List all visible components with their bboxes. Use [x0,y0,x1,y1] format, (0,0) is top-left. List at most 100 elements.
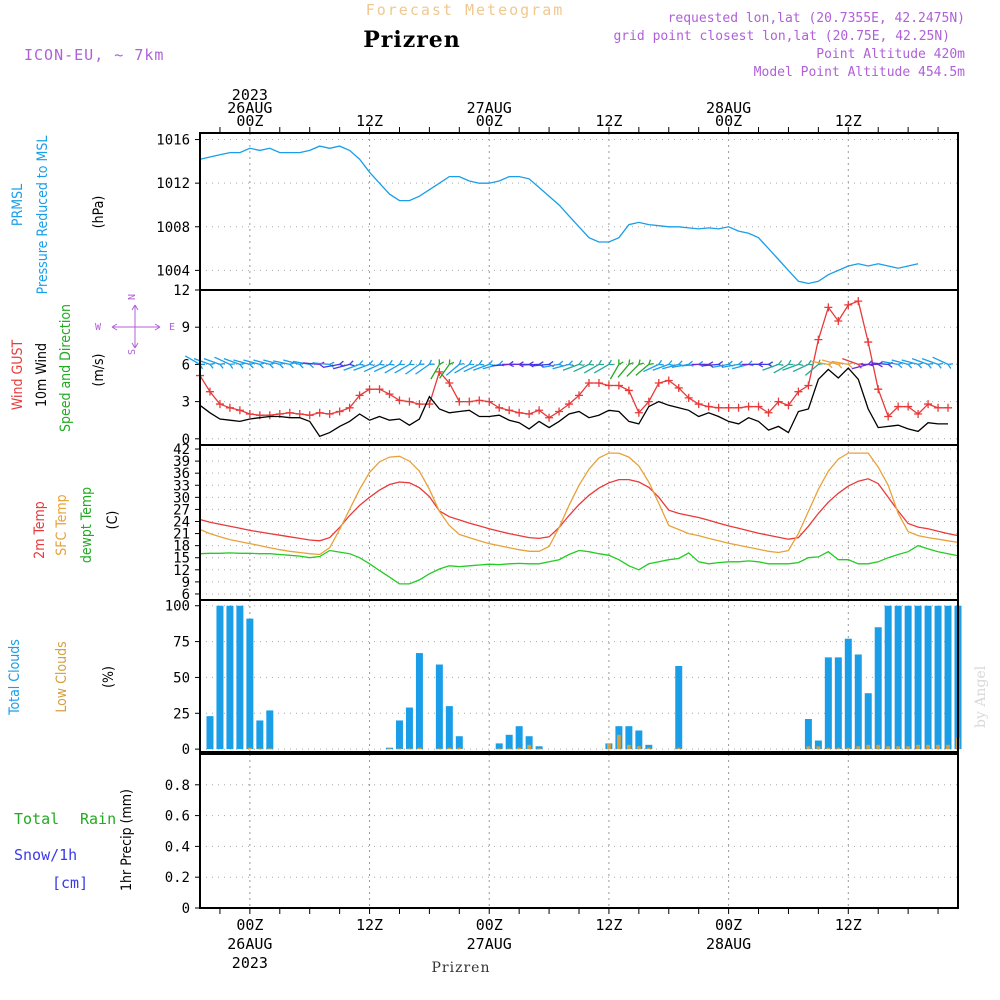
wind-arrow-head [369,360,375,366]
bar [525,736,533,750]
wind-arrow-shaft [881,360,899,366]
wind-arrow [762,360,784,371]
wind-arrow-shaft [223,357,241,366]
time-label-bottom: 12Z [356,916,383,934]
bar [856,746,861,750]
wind-arrow-shaft [662,363,679,370]
wind-arrow-head [777,360,784,366]
bar [616,734,621,750]
wind-arrow [773,359,794,374]
wind-arrow-shaft [415,363,430,375]
wind-arrow-head [648,359,654,366]
label-cm: [cm] [52,874,88,892]
bar [445,706,453,750]
bar [405,707,413,750]
time-label-top: 00Z [476,112,503,130]
time-label-bottom: 00Z [476,916,503,934]
bar [884,605,892,750]
gust-point [285,408,294,417]
wind-arrow [792,359,814,373]
wind-arrow [593,359,614,374]
gust-point [644,397,653,406]
gust-point [485,397,494,406]
gust-point [904,402,913,411]
gust-point [944,403,953,412]
wind-arrow-head [219,362,225,369]
gust-point [664,376,673,385]
gust-point [375,385,384,394]
wind-arrow-head [229,363,235,369]
gust-point [604,381,613,390]
wind-arrow-shaft [522,363,540,366]
bar [676,747,681,750]
wind-arrow [214,356,235,369]
gust-point [515,408,524,417]
wind-arrow-head [937,362,944,369]
gust-point [535,406,544,415]
wind-arrow-head [638,359,644,366]
requested-coords: requested lon,lat (20.7355E, 42.2475N) [668,11,965,26]
wind-arrow [430,359,445,380]
series-line [199,478,959,542]
wind-arrow-shaft [473,363,490,371]
gust-point [764,408,773,417]
wind-arrow-shaft [542,363,560,368]
y-tick-label: 1016 [156,133,190,149]
bar [457,747,462,750]
label-speed-direction: Speed and Direction [58,304,74,432]
label-pressure-msl: Pressure Reduced to MSL [35,136,51,295]
bar [527,744,532,750]
wind-arrow [583,359,604,374]
wind-arrow [373,359,395,373]
gust-point [575,391,583,400]
gust-point [754,402,763,411]
bar [646,747,651,750]
wind-arrow [626,359,644,377]
y-tick-label: 24 [173,514,190,530]
wind-arrow-head [787,359,794,366]
gust-point [714,403,723,412]
label-10m-wind: 10m Wind [34,343,50,407]
wind-arrow-shaft [203,357,221,366]
wind-arrow [901,359,924,369]
time-label-top: 12Z [356,112,383,130]
wind-arrow-head [947,363,954,369]
label-wind-gust: Wind GUST [10,340,26,411]
gust-point [475,396,484,405]
gust-point [355,391,364,400]
bar [936,744,940,750]
gust-point [734,403,743,412]
wind-arrow [609,359,624,380]
gust-point [654,379,663,387]
bar [417,747,422,750]
gust-point [724,403,733,412]
gust-point [884,412,893,421]
bar [226,605,234,750]
gust-point [774,397,783,406]
gridpoint-coords: grid point closest lon,lat (20.75E, 42.2… [613,29,950,44]
panel-frame [199,444,959,601]
wind-arrow-shaft [233,359,251,366]
panels: 1004100810121016036912691215182124273033… [156,132,962,917]
wind-arrow-head [488,360,495,366]
label-low-clouds: Low Clouds [54,641,70,712]
wind-arrow-shaft [871,362,889,366]
wind-arrow-head [418,359,425,366]
bar [395,720,403,750]
wind-arrow [363,359,385,373]
wind-arrow [635,359,654,376]
y-tick-label: 0.2 [165,870,190,886]
panel-clouds: 0 25 50 75 100 [165,599,962,758]
bar [874,627,882,750]
bar [846,747,851,750]
time-label-top: 28AUG [706,99,751,117]
bar [387,748,392,750]
series-line [199,544,959,585]
panel-side-labels: PRMSL Pressure Reduced to MSL (hPa) Wind GU… [7,136,175,892]
wind-arrow-shaft [532,363,550,367]
wind-arrow-shaft [851,363,869,370]
gust-point [844,300,853,309]
wind-arrow [394,359,415,374]
gust-point [235,406,244,415]
wind-arrow-shaft [454,363,470,374]
